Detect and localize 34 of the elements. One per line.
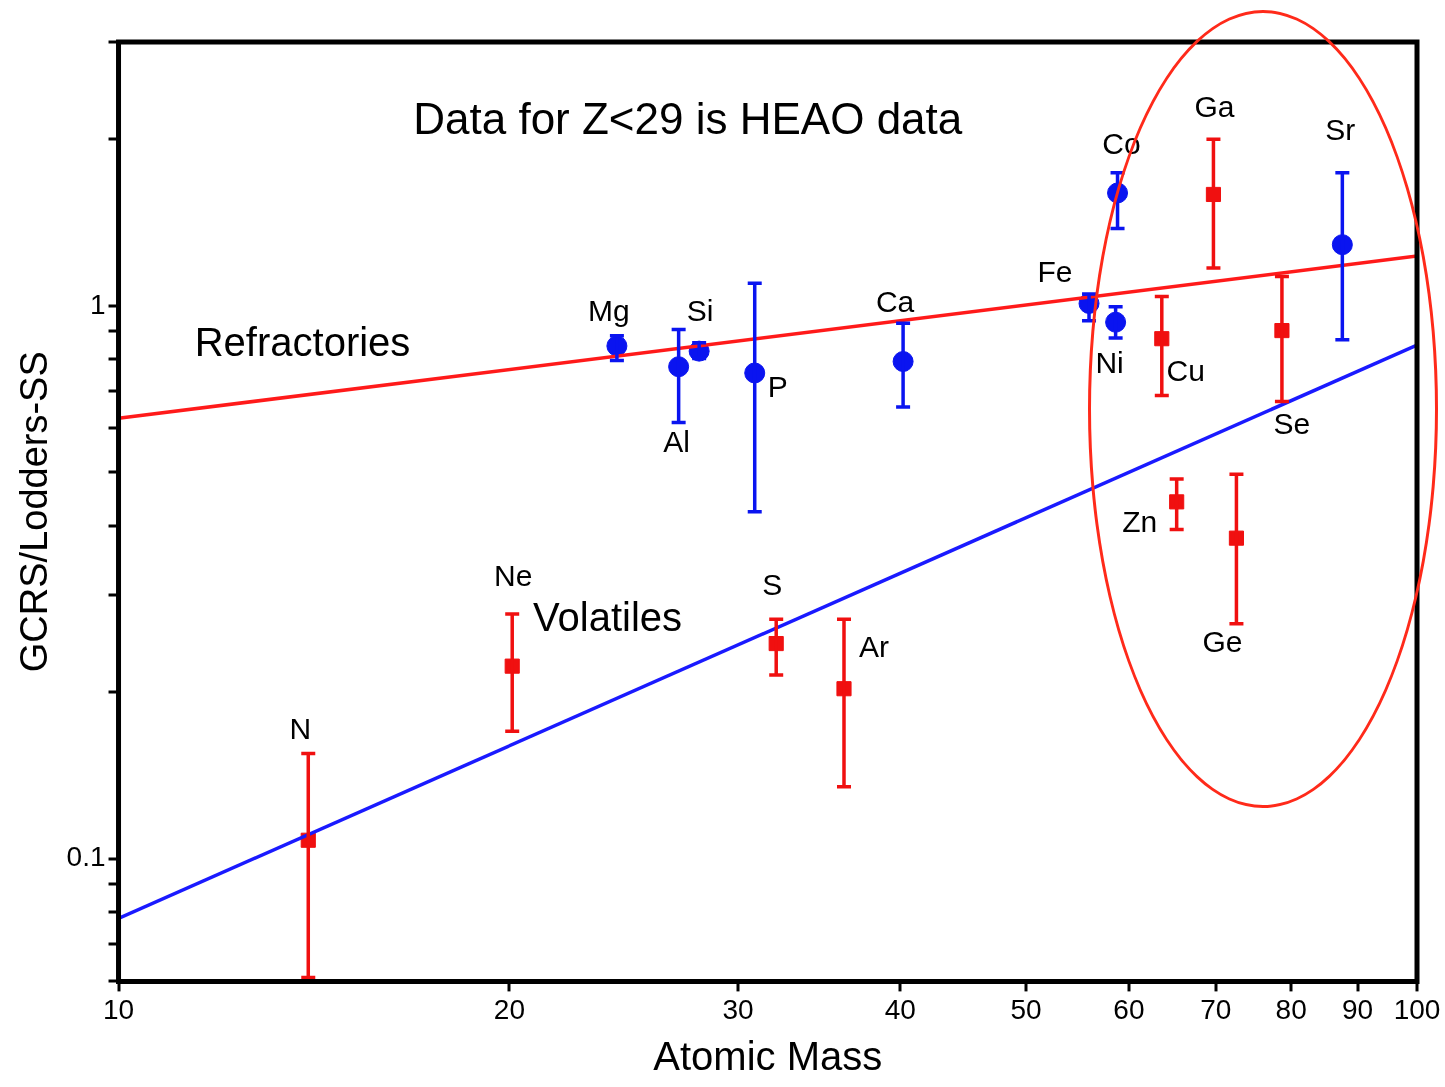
- series-label: Refractories: [194, 320, 411, 365]
- data-label: Se: [1273, 406, 1311, 440]
- data-label: S: [762, 567, 783, 601]
- series-label: Volatiles: [533, 595, 683, 640]
- data-label: N: [289, 711, 312, 745]
- data-label: Cu: [1166, 353, 1205, 387]
- data-label: Ca: [875, 284, 915, 318]
- data-label: Si: [686, 294, 714, 328]
- y-tick-label: 1: [89, 288, 106, 320]
- data-label: Mg: [588, 294, 630, 328]
- annotation: Data for Z<29 is HEAO data: [413, 94, 963, 144]
- data-label: Ne: [494, 559, 533, 593]
- data-label: P: [767, 370, 788, 404]
- data-label: Ga: [1194, 89, 1235, 123]
- data-label: Al: [663, 424, 690, 458]
- y-tick-label: 0.1: [66, 841, 106, 873]
- x-tick-label: 40: [884, 993, 916, 1025]
- x-tick-label: 90: [1342, 993, 1374, 1025]
- x-tick-label: 70: [1200, 993, 1232, 1025]
- data-label: Sr: [1325, 112, 1356, 146]
- x-tick-label: 100: [1393, 993, 1441, 1025]
- x-tick-label: 50: [1010, 993, 1042, 1025]
- x-tick-label: 60: [1113, 993, 1145, 1025]
- data-label: Ar: [858, 629, 889, 663]
- data-label: Zn: [1122, 505, 1158, 539]
- data-label: Ni: [1095, 346, 1124, 380]
- x-tick-label: 10: [102, 993, 135, 1025]
- data-label: Ge: [1202, 625, 1243, 659]
- x-tick-label: 80: [1275, 993, 1307, 1025]
- x-axis-title: Atomic Mass: [653, 1034, 883, 1079]
- x-tick-label: 20: [493, 993, 525, 1025]
- x-tick-label: 30: [722, 993, 754, 1025]
- y-axis-title: GCRS/Lodders-SS: [13, 351, 56, 673]
- data-label: Fe: [1037, 254, 1073, 288]
